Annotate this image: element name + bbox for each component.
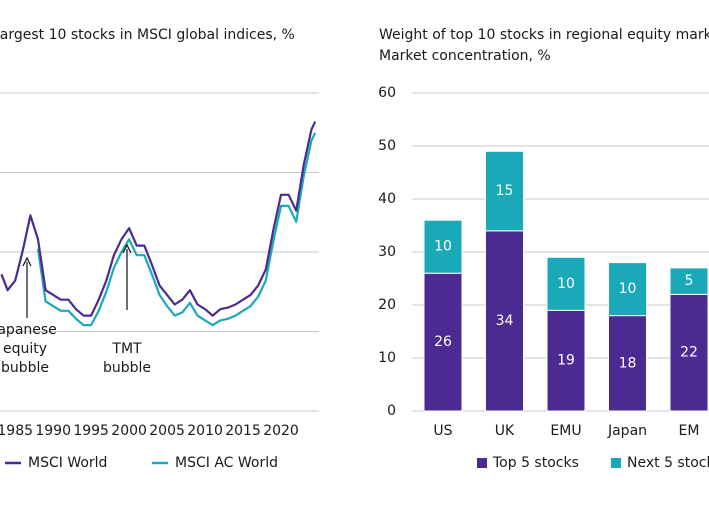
data-label: 5: [685, 273, 694, 289]
x-tick-label: 2005: [149, 423, 185, 439]
bar-segment: [608, 315, 647, 412]
chart-title: Largest 10 stocks in MSCI global indices…: [0, 27, 295, 43]
bar-segment: [669, 267, 709, 295]
annotation: Japanese: [0, 322, 57, 338]
bar-segment: [423, 219, 463, 274]
x-tick-label: 1985: [0, 423, 33, 439]
bar-segment: [546, 256, 586, 311]
x-tick-label: 1990: [35, 423, 71, 439]
x-tick-label: UK: [495, 423, 515, 439]
line-series: [36, 132, 317, 327]
arrow-head: [122, 243, 132, 254]
y-tick-label: 40: [378, 191, 396, 207]
data-label: 18: [619, 355, 637, 371]
chart-subtitle: Market concentration, %: [379, 48, 551, 64]
legend-label: MSCI World: [28, 455, 107, 471]
y-tick-label: 60: [378, 85, 396, 101]
x-tick-label: EM: [679, 423, 700, 439]
bar-segment: [546, 309, 586, 412]
x-tick-label: 2015: [225, 423, 261, 439]
x-tick-label: US: [433, 423, 452, 439]
x-tick-label: 1995: [73, 423, 109, 439]
y-tick-label: 10: [378, 350, 396, 366]
legend-label: Top 5 stocks: [492, 455, 579, 471]
y-tick-label: 50: [378, 138, 396, 154]
legend-swatch: [477, 458, 487, 468]
x-tick-label: 2010: [187, 423, 223, 439]
x-tick-label: 2000: [111, 423, 147, 439]
legend-swatch: [611, 458, 621, 468]
line-series: [0, 121, 317, 317]
bar-segment: [485, 150, 524, 232]
bar-segment: [608, 262, 647, 317]
annotation: bubble: [1, 360, 49, 376]
arrow-head: [22, 256, 32, 267]
data-label: 10: [557, 276, 575, 292]
bar-segment: [669, 293, 709, 412]
y-tick-label: 0: [387, 403, 396, 419]
legend-label: MSCI AC World: [175, 455, 278, 471]
y-tick-label: 30: [378, 244, 396, 260]
data-label: 22: [680, 345, 698, 361]
data-label: 26: [434, 334, 452, 350]
data-label: 10: [619, 281, 637, 297]
x-tick-label: EMU: [550, 423, 581, 439]
annotation: TMT: [111, 341, 142, 357]
legend-label: Next 5 stocks: [627, 455, 709, 471]
bar-segment: [485, 230, 524, 412]
data-label: 34: [496, 313, 514, 329]
data-label: 15: [496, 183, 514, 199]
x-tick-label: Japan: [607, 423, 647, 439]
data-label: 19: [557, 353, 575, 369]
data-label: 10: [434, 239, 452, 255]
chart-title: Weight of top 10 stocks in regional equi…: [379, 27, 709, 43]
x-tick-label: 2020: [263, 423, 299, 439]
annotation: equity: [3, 341, 47, 357]
annotation: bubble: [103, 360, 151, 376]
y-tick-label: 20: [378, 297, 396, 313]
